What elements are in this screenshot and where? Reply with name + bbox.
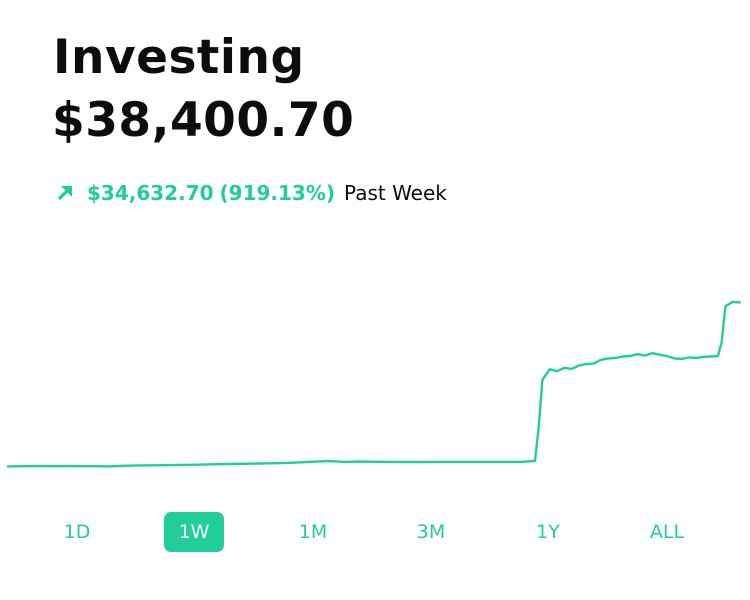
page-title: Investing [53, 30, 305, 85]
time-range-selector: 1D 1W 1M 3M 1Y ALL [0, 512, 750, 552]
range-button-all[interactable]: ALL [638, 512, 696, 552]
portfolio-balance: $38,400.70 [52, 93, 355, 148]
portfolio-value-line [6, 300, 742, 468]
change-period: Past Week [344, 181, 447, 205]
range-button-1m[interactable]: 1M [290, 512, 336, 552]
portfolio-chart[interactable] [0, 290, 750, 480]
change-summary: $34,632.70 (919.13%) Past Week [55, 178, 447, 208]
change-amount: $34,632.70 [87, 181, 214, 205]
range-button-1d[interactable]: 1D [54, 512, 100, 552]
range-button-1w[interactable]: 1W [164, 512, 224, 552]
range-button-3m[interactable]: 3M [408, 512, 454, 552]
chart-svg[interactable] [0, 290, 750, 480]
arrow-up-right-icon [55, 183, 75, 203]
range-button-1y[interactable]: 1Y [525, 512, 571, 552]
change-percent: (919.13%) [219, 181, 336, 205]
